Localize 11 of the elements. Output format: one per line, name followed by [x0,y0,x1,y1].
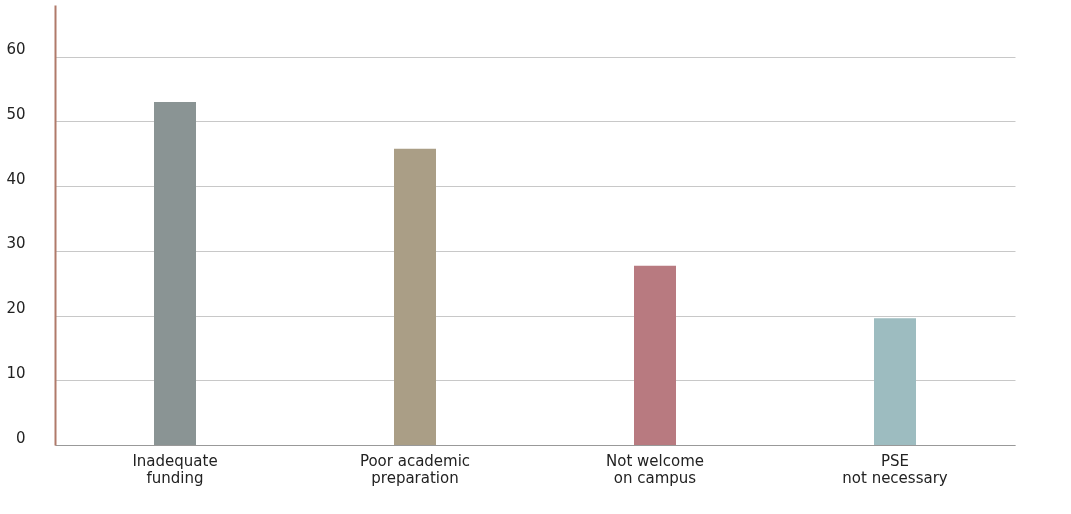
y-tick-label: 20 [6,299,26,318]
y-tick-label: 40 [6,169,26,188]
y-tick-label: 0 [15,428,26,447]
y-tick-label: 30 [6,234,26,253]
x-tick-label: Not welcome on campus [606,451,704,487]
x-tick-label: Inadequate funding [132,451,218,487]
x-tick-label: PSE not necessary [842,451,948,487]
y-tick-label: 60 [6,40,26,59]
y-tick-label: 10 [6,363,26,382]
y-tick-label: 50 [6,104,26,123]
x-tick-label: Poor academic preparation [359,451,471,487]
